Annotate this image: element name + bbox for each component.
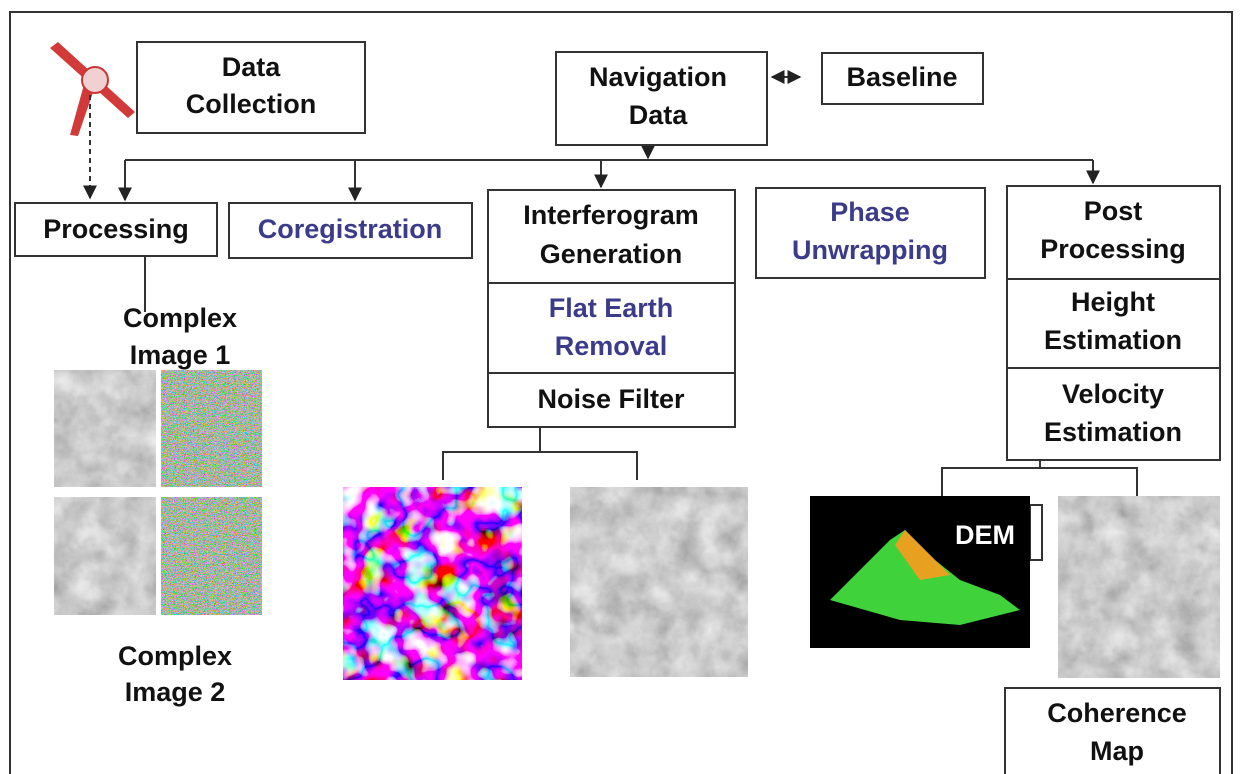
node-label: Phase (830, 197, 910, 227)
node-label: Estimation (1044, 325, 1182, 355)
node-label: Processing (1040, 234, 1186, 264)
image-label: DEM (955, 520, 1015, 550)
node-label: Removal (555, 331, 668, 361)
images (54, 370, 1220, 680)
node-label: Data (222, 52, 282, 82)
node-label: Map (1090, 736, 1144, 766)
node-label: Unwrapping (792, 235, 948, 265)
image-label: Image 1 (130, 340, 231, 370)
node-label: Coregistration (258, 214, 443, 244)
node-label: Interferogram (523, 200, 699, 230)
node-label: Generation (540, 239, 683, 269)
node-label: Collection (186, 89, 317, 119)
node-label: Baseline (846, 62, 957, 92)
node-label: Navigation (589, 62, 727, 92)
node-label: Height (1071, 287, 1155, 317)
connectors (118, 70, 1138, 496)
image-label: Complex (118, 641, 232, 671)
node-label: Velocity (1062, 379, 1164, 409)
node-label: Post (1084, 196, 1143, 226)
image-label: Complex (123, 303, 237, 333)
node-label: Noise Filter (537, 384, 685, 414)
node-label: Flat Earth (549, 293, 674, 323)
boxes (14, 41, 1221, 774)
node-label: Processing (43, 214, 189, 244)
node-label: Coherence (1047, 698, 1187, 728)
image-label: Image 2 (125, 677, 226, 707)
frame (9, 11, 1233, 774)
node-label: Data (629, 100, 689, 130)
node-label: Estimation (1044, 417, 1182, 447)
satellite-icon (50, 42, 135, 136)
